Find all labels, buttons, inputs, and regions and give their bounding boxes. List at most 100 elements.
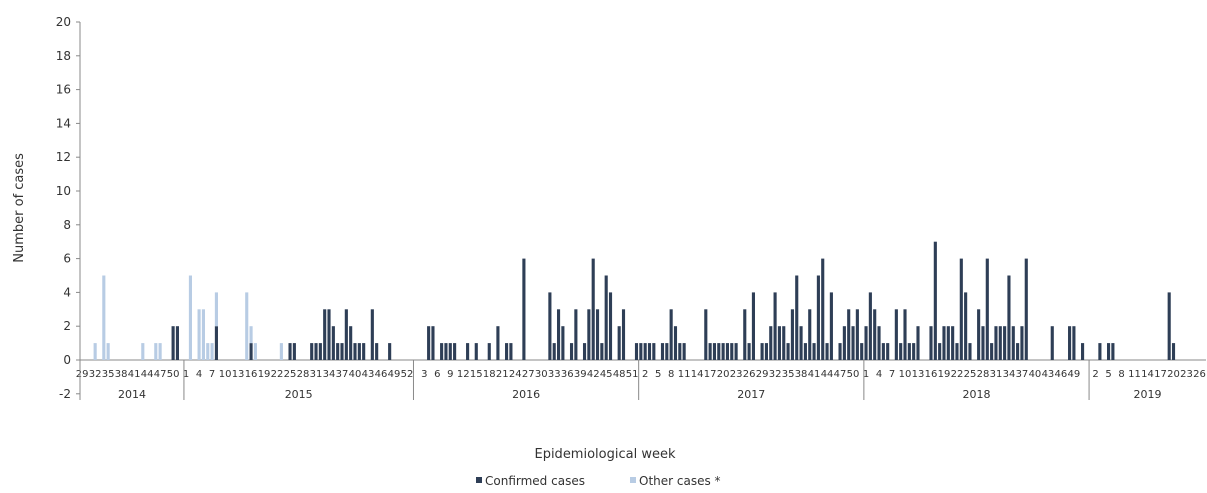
- bar-confirmed: [318, 343, 322, 360]
- x-tick-label: 27: [522, 369, 535, 380]
- x-tick-label: 19: [258, 369, 271, 380]
- bar-other: [253, 343, 257, 360]
- bar-other: [188, 275, 192, 360]
- bar-confirmed: [331, 326, 335, 360]
- bar-confirmed: [660, 343, 665, 360]
- bar-confirmed: [916, 326, 920, 360]
- bar-confirmed: [1011, 326, 1015, 360]
- bar-other: [279, 343, 283, 360]
- x-tick-label: 32: [89, 369, 102, 380]
- x-tick-label: 4: [876, 369, 882, 380]
- bar-confirmed: [1024, 258, 1028, 360]
- bar-confirmed: [643, 343, 647, 360]
- bar-confirmed: [1111, 343, 1115, 360]
- bar-other: [249, 326, 253, 344]
- x-tick-label: 12: [457, 369, 470, 380]
- bar-confirmed: [327, 309, 331, 360]
- y-tick-label: 8: [63, 218, 71, 232]
- x-tick-label: 5: [1105, 369, 1111, 380]
- bar-confirmed: [747, 343, 751, 360]
- x-tick-label: 8: [1118, 369, 1124, 380]
- bar-confirmed: [1167, 292, 1171, 360]
- x-tick-label: 42: [587, 369, 600, 380]
- bar-confirmed: [1020, 326, 1024, 360]
- x-tick-label: 1: [863, 369, 869, 380]
- bar-confirmed: [595, 309, 600, 360]
- x-tick-label: 20: [717, 369, 730, 380]
- x-tick-label: 33: [548, 369, 561, 380]
- bar-confirmed: [556, 309, 561, 360]
- bar-confirmed: [474, 343, 478, 360]
- x-tick-label: 21: [496, 369, 509, 380]
- x-tick-label: 34: [1003, 369, 1016, 380]
- x-tick-label: 23: [1180, 369, 1193, 380]
- bar-confirmed: [1068, 326, 1072, 360]
- bar-confirmed: [938, 343, 942, 360]
- bar-confirmed: [604, 275, 608, 360]
- x-tick-label: 25: [964, 369, 977, 380]
- bar-other: [245, 292, 249, 360]
- x-tick-label: 49: [1068, 369, 1081, 380]
- x-tick-label: 2: [642, 369, 648, 380]
- y-axis-title: Number of cases: [12, 153, 27, 263]
- x-tick-label: 44: [821, 369, 834, 380]
- bar-confirmed: [440, 343, 444, 360]
- bar-confirmed: [929, 326, 933, 360]
- x-tick-label: 29: [756, 369, 769, 380]
- y-tick-label: 16: [56, 83, 71, 97]
- x-tick-label: 47: [834, 369, 847, 380]
- year-label: 2014: [118, 388, 146, 401]
- year-label: 2019: [1134, 388, 1162, 401]
- bar-confirmed: [860, 343, 864, 360]
- bar-confirmed: [829, 292, 833, 360]
- x-tick-label: 22: [951, 369, 964, 380]
- bar-confirmed: [946, 326, 950, 360]
- bar-confirmed: [790, 309, 794, 360]
- bar-confirmed: [357, 343, 361, 360]
- x-tick-label: 46: [1055, 369, 1068, 380]
- bar-confirmed: [552, 343, 556, 360]
- bar-confirmed: [314, 343, 318, 360]
- bar-confirmed: [825, 343, 829, 360]
- y-tick-label: 2: [63, 319, 71, 333]
- bar-confirmed: [678, 343, 682, 360]
- x-tick-label: 45: [600, 369, 613, 380]
- bar-confirmed: [760, 343, 764, 360]
- bar-confirmed: [362, 343, 366, 360]
- bar-other: [106, 343, 110, 360]
- bar-confirmed: [448, 343, 452, 360]
- y-tick-label: 20: [56, 15, 71, 29]
- bar-confirmed: [665, 343, 669, 360]
- year-label: 2017: [737, 388, 765, 401]
- x-tick-label: 39: [574, 369, 587, 380]
- bar-confirmed: [310, 343, 314, 360]
- bar-confirmed: [353, 343, 357, 360]
- x-tick-label: 19: [938, 369, 951, 380]
- x-tick-label: 8: [668, 369, 674, 380]
- bar-confirmed: [821, 258, 825, 360]
- year-label: 2016: [512, 388, 540, 401]
- bar-confirmed: [717, 343, 721, 360]
- bar-confirmed: [903, 309, 907, 360]
- x-tick-label: 43: [1042, 369, 1055, 380]
- x-tick-label: 7: [889, 369, 895, 380]
- x-tick-label: 31: [990, 369, 1003, 380]
- bar-confirmed: [721, 343, 725, 360]
- bar-confirmed: [864, 326, 868, 360]
- x-tick-label: 2: [1092, 369, 1098, 380]
- x-tick-label: 30: [535, 369, 548, 380]
- x-tick-label: 1: [183, 369, 189, 380]
- bar-confirmed: [773, 292, 777, 360]
- bar-confirmed: [803, 343, 807, 360]
- bar-confirmed: [881, 343, 885, 360]
- x-tick-label: 11: [1128, 369, 1141, 380]
- bar-confirmed: [431, 326, 435, 360]
- legend-label-confirmed: Confirmed cases: [485, 474, 585, 488]
- bar-confirmed: [795, 275, 799, 360]
- bar-other: [214, 292, 218, 327]
- x-tick-label: 40: [349, 369, 362, 380]
- bar-confirmed: [587, 309, 591, 360]
- x-tick-label: 22: [271, 369, 284, 380]
- x-tick-label: 43: [362, 369, 375, 380]
